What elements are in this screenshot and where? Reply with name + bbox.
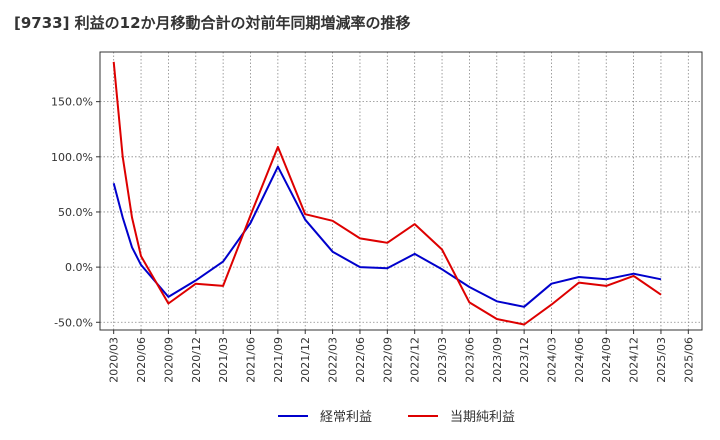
chart-title: [9733] 利益の12か月移動合計の対前年同期増減率の推移	[14, 14, 411, 32]
x-tick-label: 2025/06	[682, 337, 695, 383]
x-tick-label: 2021/12	[299, 337, 312, 383]
x-tick-label: 2024/06	[573, 337, 586, 383]
x-tick-label: 2020/06	[135, 337, 148, 383]
x-tick-label: 2022/06	[354, 337, 367, 383]
x-tick-label: 2021/06	[245, 337, 258, 383]
y-tick-label: 50.0%	[58, 206, 93, 219]
x-tick-label: 2024/09	[600, 337, 613, 383]
x-tick-label: 2020/09	[162, 337, 175, 383]
x-tick-label: 2020/03	[108, 337, 121, 383]
legend-label: 当期純利益	[450, 410, 515, 425]
x-tick-label: 2024/03	[546, 337, 559, 383]
grid-lines	[100, 52, 702, 330]
x-tick-label: 2021/09	[272, 337, 285, 383]
x-tick-label: 2020/12	[190, 337, 203, 383]
x-tick-label: 2022/12	[409, 337, 422, 383]
y-axis-ticks: 150.0% 100.0% 50.0% 0.0% -50.0%	[51, 96, 100, 329]
series-lines	[112, 61, 662, 326]
legend-label: 経常利益	[320, 410, 372, 425]
y-tick-label: 100.0%	[51, 151, 93, 164]
y-tick-label: 150.0%	[51, 96, 93, 109]
x-axis-ticks: 2020/03 2020/06 2020/09 2020/12 2021/03 2021/…	[108, 330, 695, 383]
x-tick-label: 2023/03	[436, 337, 449, 383]
x-tick-label: 2024/12	[628, 337, 641, 383]
x-tick-label: 2023/12	[518, 337, 531, 383]
x-tick-label: 2021/03	[217, 337, 230, 383]
x-tick-label: 2023/09	[491, 337, 504, 383]
x-tick-label: 2025/03	[655, 337, 668, 383]
legend: 経常利益 当期純利益	[278, 410, 515, 425]
y-tick-label: 0.0%	[65, 261, 93, 274]
plot-frame	[99, 51, 703, 331]
y-tick-label: -50.0%	[54, 316, 93, 329]
x-tick-label: 2022/03	[327, 337, 340, 383]
x-tick-label: 2022/09	[381, 337, 394, 383]
series-line-net-income	[112, 61, 662, 326]
x-tick-label: 2023/06	[463, 337, 476, 383]
